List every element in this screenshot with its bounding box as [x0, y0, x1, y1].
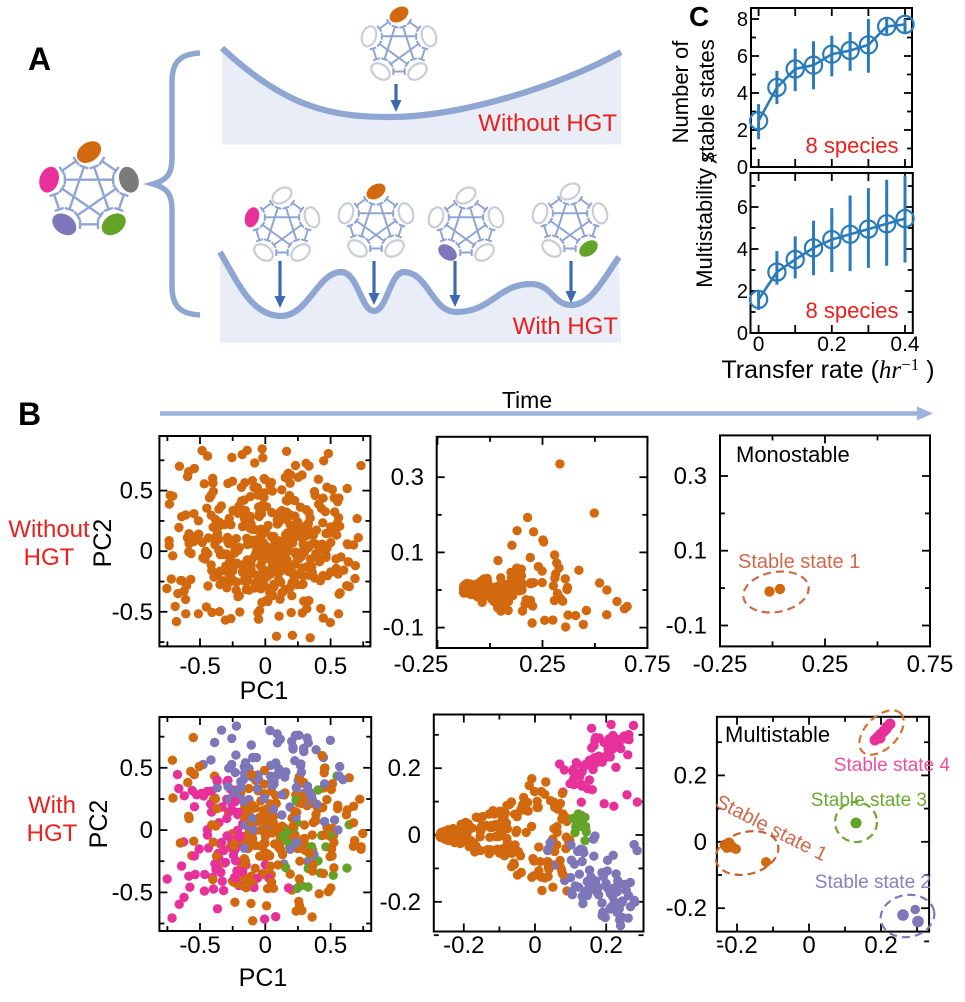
svg-text:0.4: 0.4	[890, 333, 920, 356]
svg-text:0: 0	[753, 333, 765, 356]
svg-text:C: C	[689, 1, 709, 32]
svg-text:0.2: 0.2	[864, 932, 897, 959]
svg-text:8 species: 8 species	[806, 133, 899, 158]
svg-text:Stable state 3: Stable state 3	[811, 790, 927, 811]
svg-text:2: 2	[737, 120, 748, 142]
svg-text:6: 6	[737, 46, 748, 68]
svg-text:Stable state 1: Stable state 1	[738, 551, 860, 573]
svg-text:-0.2: -0.2	[666, 895, 707, 922]
svg-text:4: 4	[737, 83, 748, 105]
svg-text:0: 0	[140, 538, 153, 565]
svg-text:HGT: HGT	[24, 544, 75, 571]
svg-text:PC1: PC1	[240, 677, 289, 705]
svg-text:B: B	[18, 396, 41, 432]
svg-text:PC2: PC2	[89, 519, 117, 568]
svg-text:Stable state 4: Stable state 4	[834, 755, 951, 776]
svg-text:-0.5: -0.5	[112, 599, 153, 626]
svg-text:0: 0	[694, 829, 707, 856]
svg-text:0.5: 0.5	[120, 755, 153, 782]
svg-text:0: 0	[802, 932, 815, 959]
svg-text:stable states: stable states	[694, 39, 719, 163]
svg-text:PC2: PC2	[85, 800, 113, 849]
svg-text:Multistability χ: Multistability χ	[692, 151, 717, 288]
svg-text:0: 0	[737, 323, 748, 345]
svg-text:0: 0	[259, 653, 272, 680]
svg-text:-0.25: -0.25	[394, 651, 449, 678]
svg-text:Transfer rate (hr−1 ): Transfer rate (hr−1 )	[721, 355, 934, 384]
svg-text:8 species: 8 species	[806, 298, 899, 323]
svg-text:HGT: HGT	[27, 820, 78, 847]
svg-text:0.1: 0.1	[674, 538, 707, 565]
svg-text:0: 0	[737, 157, 748, 179]
svg-text:-0.25: -0.25	[693, 651, 748, 678]
svg-text:0.2: 0.2	[590, 932, 623, 959]
svg-text:Time: Time	[502, 387, 552, 413]
svg-text:Stable state 2: Stable state 2	[815, 872, 931, 893]
svg-text:-0.1: -0.1	[666, 613, 707, 640]
svg-text:Monostable: Monostable	[736, 442, 850, 467]
svg-text:0.25: 0.25	[802, 651, 849, 678]
svg-text:0.2: 0.2	[388, 755, 421, 782]
svg-text:0.5: 0.5	[120, 478, 153, 505]
svg-text:0: 0	[259, 932, 272, 959]
svg-text:0: 0	[140, 817, 153, 844]
svg-text:0.2: 0.2	[674, 762, 707, 789]
svg-text:-0.1: -0.1	[383, 615, 424, 642]
svg-text:PC1: PC1	[239, 964, 288, 992]
svg-text:Number of: Number of	[668, 40, 693, 144]
svg-text:0.3: 0.3	[391, 464, 424, 491]
svg-text:0.1: 0.1	[391, 539, 424, 566]
svg-text:0.75: 0.75	[624, 651, 671, 678]
svg-text:0: 0	[408, 822, 421, 849]
svg-text:-0.5: -0.5	[179, 653, 220, 680]
svg-text:Multistable: Multistable	[725, 722, 830, 747]
svg-text:-0.5: -0.5	[179, 932, 220, 959]
svg-text:-0.2: -0.2	[443, 932, 484, 959]
svg-text:Without: Without	[8, 516, 90, 543]
svg-text:-0.2: -0.2	[380, 889, 421, 916]
svg-text:0.25: 0.25	[519, 651, 566, 678]
svg-text:0.75: 0.75	[907, 651, 954, 678]
svg-text:4: 4	[737, 239, 748, 261]
svg-text:8: 8	[737, 9, 748, 31]
svg-text:0.5: 0.5	[314, 653, 347, 680]
svg-text:0.5: 0.5	[314, 932, 347, 959]
svg-text:2: 2	[737, 281, 748, 303]
svg-text:-0.2: -0.2	[716, 932, 757, 959]
svg-text:0.2: 0.2	[817, 333, 846, 356]
svg-text:With: With	[28, 792, 76, 819]
svg-text:0.3: 0.3	[674, 463, 707, 490]
svg-text:A: A	[28, 41, 51, 77]
svg-text:0: 0	[528, 932, 541, 959]
svg-text:6: 6	[737, 197, 748, 219]
svg-text:Without HGT: Without HGT	[478, 110, 617, 137]
svg-text:-0.5: -0.5	[112, 879, 153, 906]
svg-text:With HGT: With HGT	[513, 313, 619, 340]
